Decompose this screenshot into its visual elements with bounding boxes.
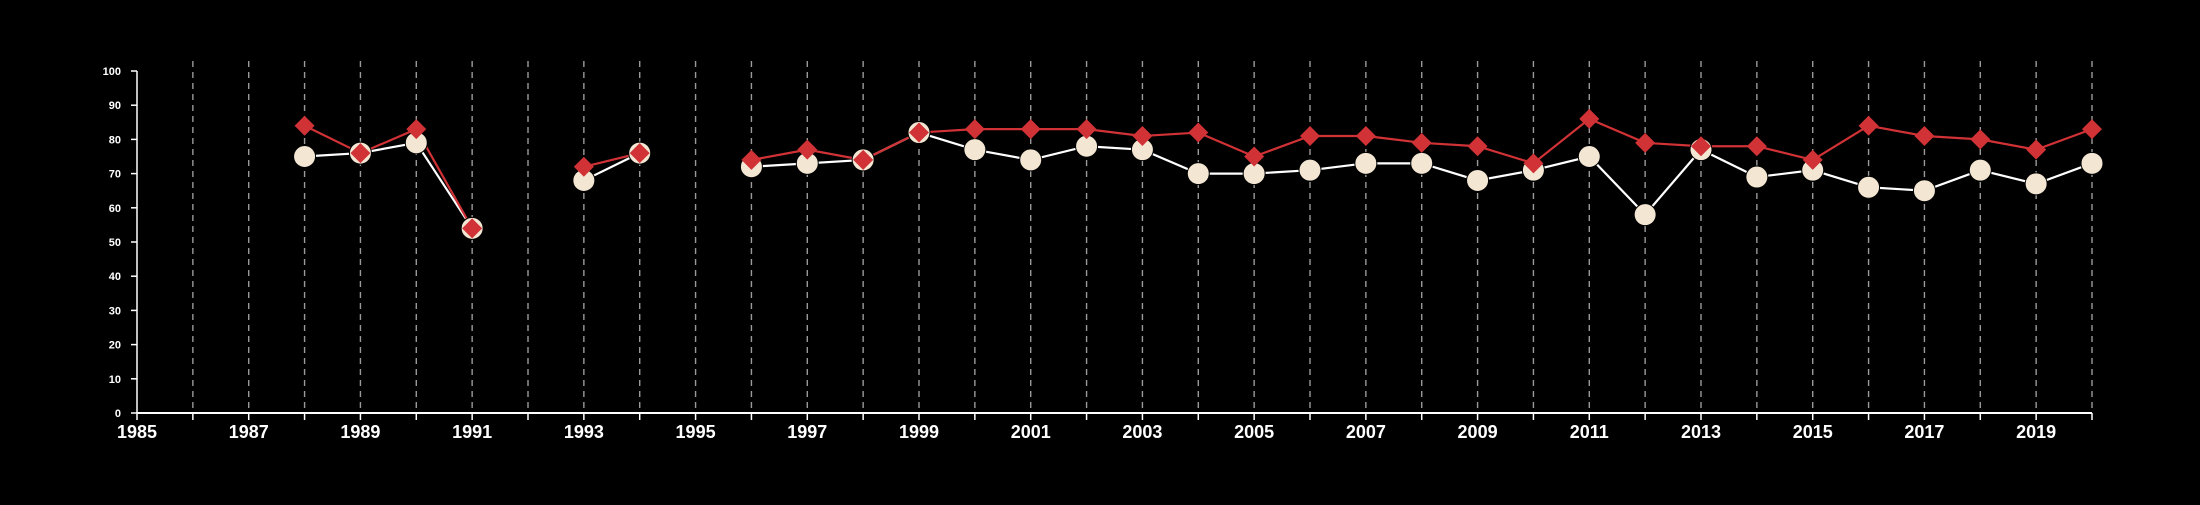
data-point-diamond bbox=[462, 218, 483, 239]
data-point-circle bbox=[1633, 203, 1657, 227]
data-point-diamond bbox=[1188, 122, 1209, 143]
data-point-diamond bbox=[1579, 108, 1600, 129]
data-point-diamond bbox=[1523, 153, 1544, 174]
data-point-circle bbox=[1354, 151, 1378, 175]
x-tick-label: 2007 bbox=[1346, 422, 1386, 442]
x-tick-label: 2011 bbox=[1570, 422, 1609, 442]
y-tick-label: 70 bbox=[109, 169, 121, 181]
series-line-circle bbox=[304, 141, 474, 229]
data-point-diamond bbox=[1132, 125, 1153, 146]
data-point-circle bbox=[1298, 158, 1322, 182]
data-point-diamond bbox=[406, 119, 427, 140]
x-tick-label: 2017 bbox=[1904, 422, 1944, 442]
data-point-diamond bbox=[1802, 149, 1823, 170]
x-tick-label: 1993 bbox=[564, 422, 604, 442]
data-point-diamond bbox=[2082, 119, 2102, 140]
data-point-diamond bbox=[1467, 136, 1488, 157]
x-tick-label: 2005 bbox=[1234, 422, 1274, 442]
x-tick-label: 2001 bbox=[1011, 422, 1051, 442]
data-point-diamond bbox=[1858, 115, 1879, 136]
data-point-circle bbox=[1912, 179, 1936, 203]
series-line-diamond bbox=[304, 124, 474, 229]
x-tick-label: 2019 bbox=[2016, 422, 2056, 442]
y-tick-label: 10 bbox=[109, 374, 121, 386]
data-point-diamond bbox=[1970, 129, 1991, 150]
data-point-circle bbox=[1577, 145, 1601, 168]
data-point-diamond bbox=[2026, 139, 2047, 160]
y-tick-label: 100 bbox=[103, 66, 121, 78]
x-tick-label: 1987 bbox=[229, 422, 269, 442]
y-tick-label: 80 bbox=[109, 134, 121, 146]
data-point-circle bbox=[1968, 158, 1992, 182]
y-tick-label: 20 bbox=[109, 340, 121, 352]
data-point-diamond bbox=[741, 149, 762, 170]
data-point-diamond bbox=[909, 122, 929, 143]
data-point-diamond bbox=[294, 115, 315, 136]
data-point-circle bbox=[1410, 151, 1434, 175]
data-point-diamond bbox=[1411, 132, 1432, 153]
x-tick-label: 1991 bbox=[452, 422, 492, 442]
data-point-diamond bbox=[1244, 146, 1265, 167]
x-tick-label: 2003 bbox=[1122, 422, 1162, 442]
data-point-diamond bbox=[797, 139, 818, 160]
x-tick-label: 1995 bbox=[676, 422, 716, 442]
data-point-circle bbox=[1186, 162, 1210, 186]
data-point-diamond bbox=[1020, 119, 1041, 140]
x-tick-label: 1997 bbox=[787, 422, 827, 442]
data-point-diamond bbox=[573, 156, 594, 177]
data-point-circle bbox=[2024, 172, 2048, 196]
data-point-diamond bbox=[350, 143, 371, 164]
y-tick-label: 0 bbox=[115, 408, 121, 420]
data-point-circle bbox=[2080, 151, 2104, 175]
y-tick-label: 90 bbox=[109, 100, 121, 112]
data-point-diamond bbox=[853, 149, 874, 170]
data-point-diamond bbox=[964, 119, 985, 140]
data-point-diamond bbox=[1355, 125, 1376, 146]
data-point-diamond bbox=[1691, 136, 1711, 157]
data-point-diamond bbox=[629, 143, 650, 164]
data-point-diamond bbox=[1914, 125, 1935, 146]
data-point-diamond bbox=[1635, 132, 1656, 153]
y-tick-label: 60 bbox=[109, 203, 121, 215]
x-tick-label: 2009 bbox=[1458, 422, 1498, 442]
data-point-diamond bbox=[1300, 125, 1320, 146]
data-point-circle bbox=[1466, 168, 1490, 192]
x-tick-label: 1989 bbox=[340, 422, 380, 442]
x-tick-label: 1999 bbox=[899, 422, 939, 442]
y-tick-label: 30 bbox=[109, 305, 121, 317]
data-point-diamond bbox=[1076, 119, 1097, 140]
data-point-circle bbox=[963, 138, 987, 162]
data-point-circle bbox=[293, 145, 317, 168]
x-tick-label: 2013 bbox=[1681, 422, 1721, 442]
x-tick-label: 2015 bbox=[1793, 422, 1833, 442]
data-point-circle bbox=[1857, 175, 1881, 199]
x-tick-label: 1985 bbox=[117, 422, 157, 442]
data-point-circle bbox=[1019, 148, 1043, 172]
data-point-circle bbox=[1745, 165, 1769, 189]
y-tick-label: 50 bbox=[109, 237, 121, 249]
y-tick-label: 40 bbox=[109, 271, 121, 283]
data-point-diamond bbox=[1746, 136, 1767, 157]
